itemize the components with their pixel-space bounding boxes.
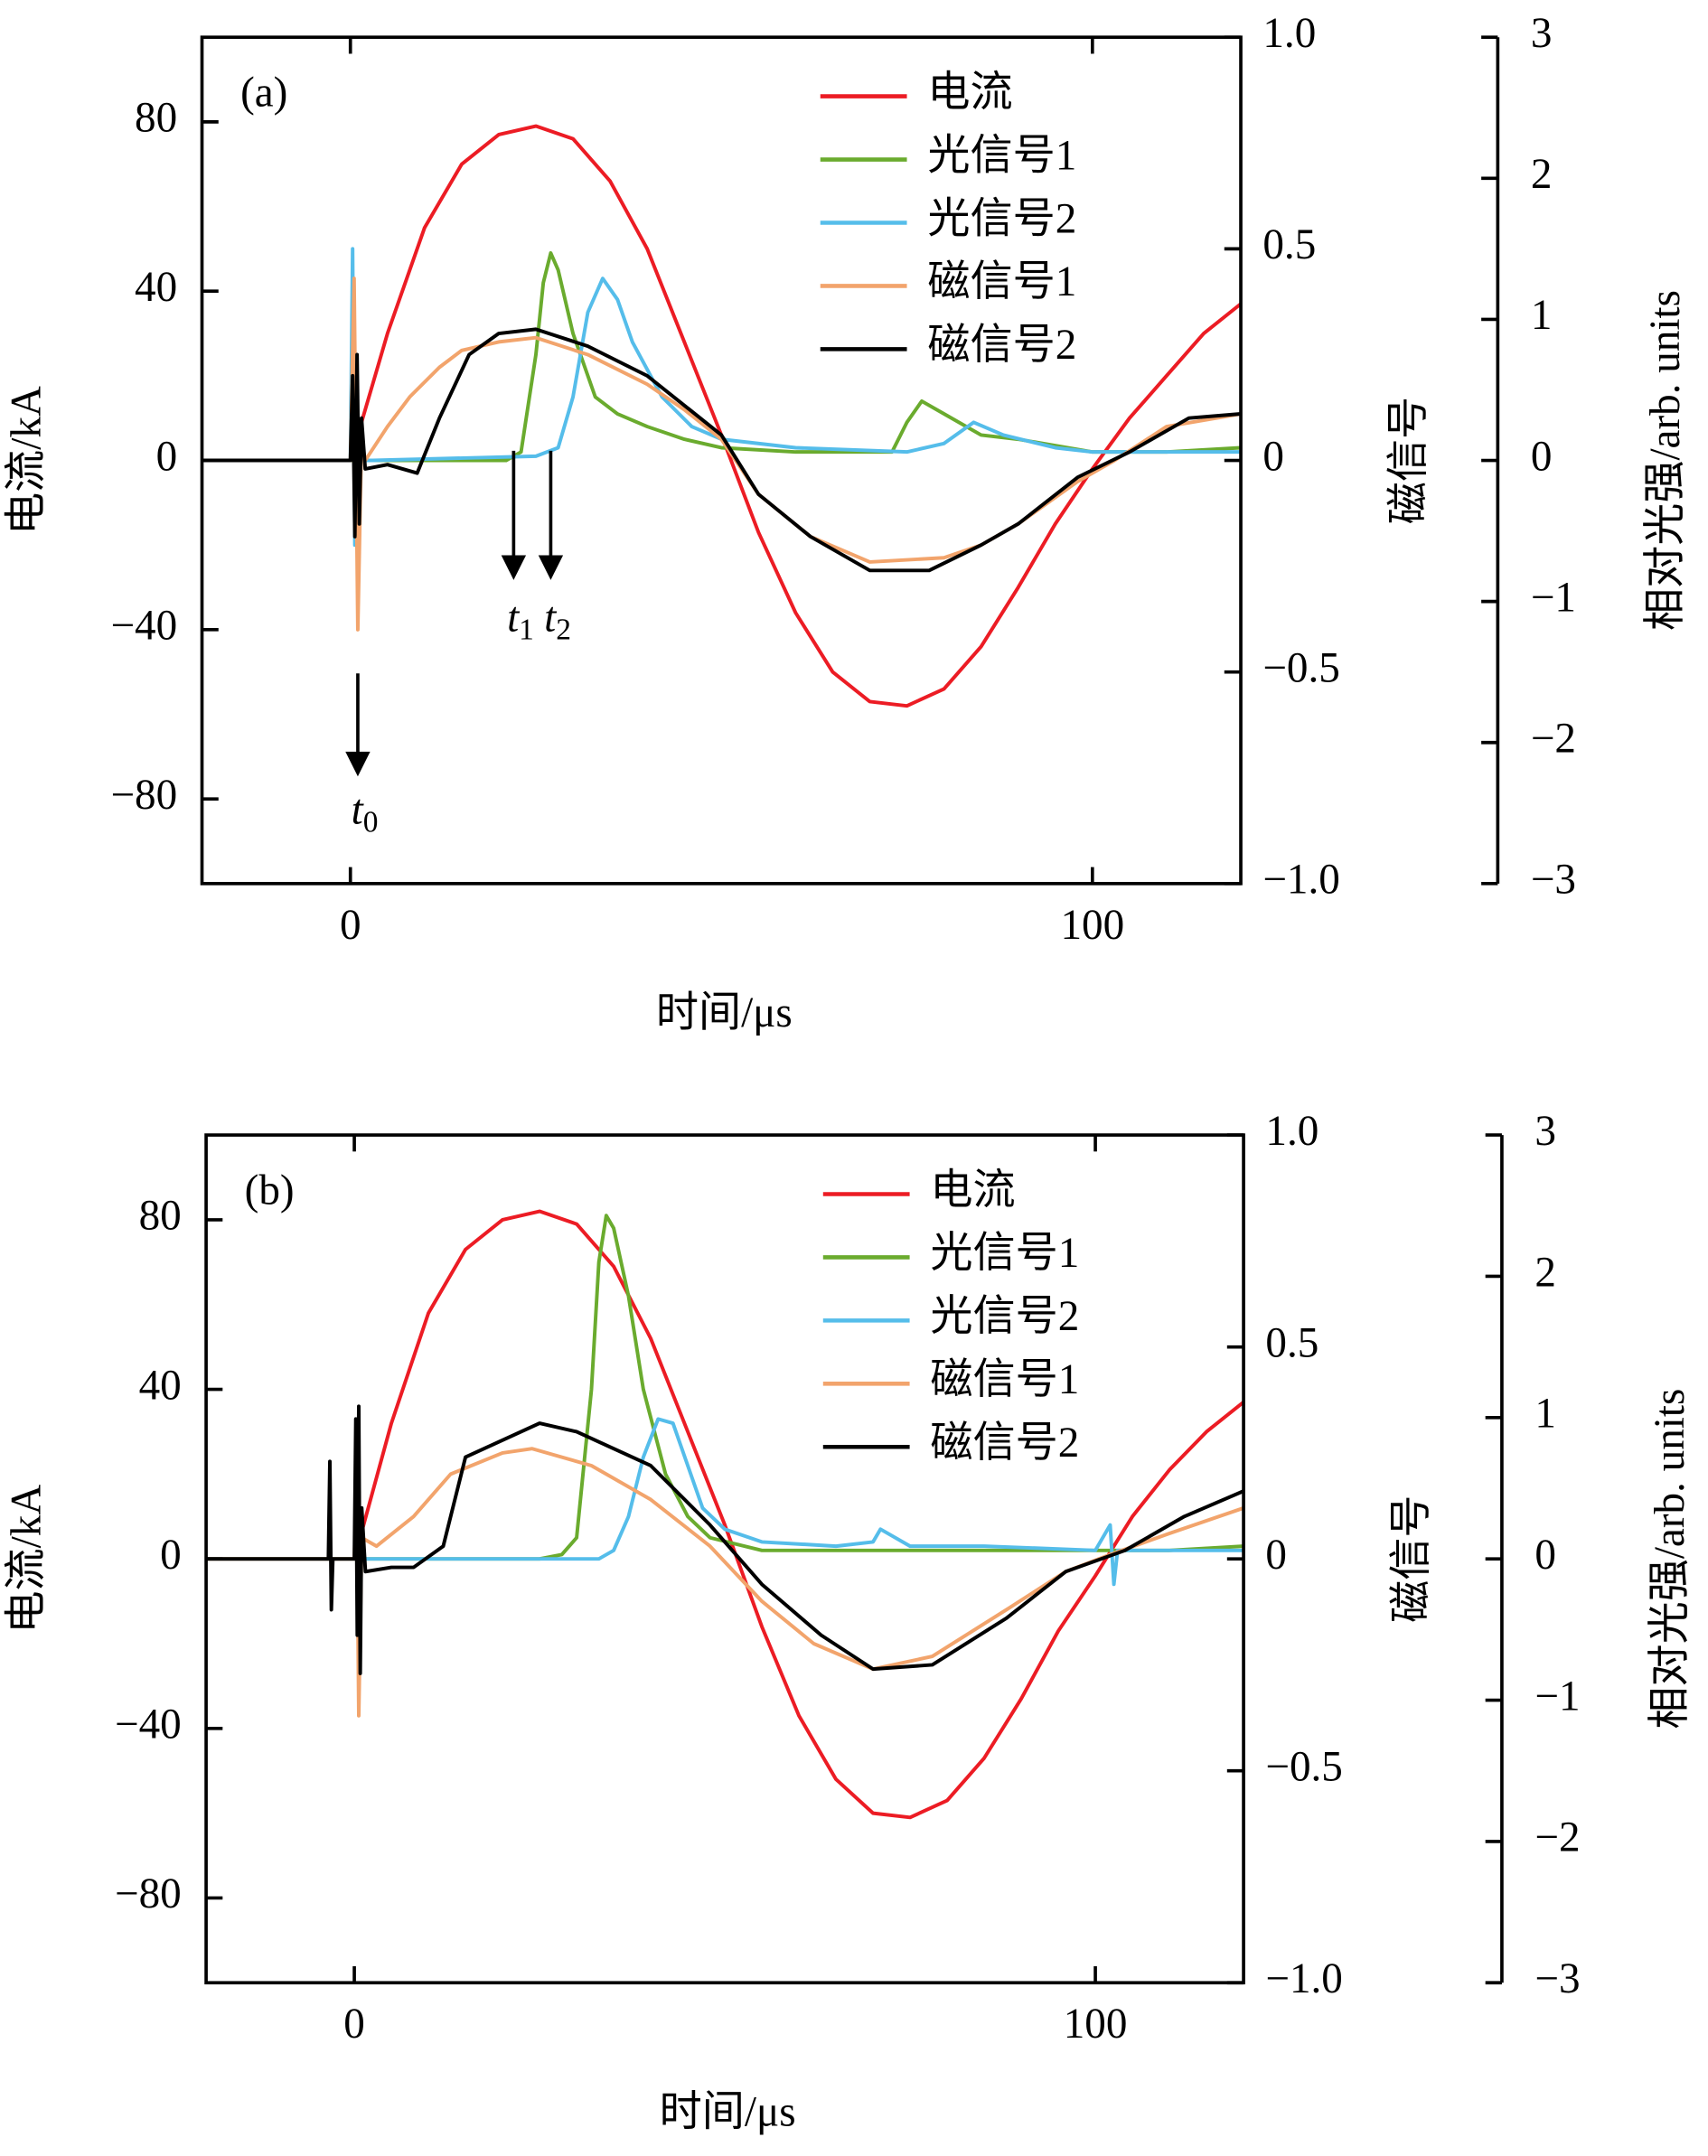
y2-tick-label: −0.5 — [1262, 645, 1339, 692]
arrow-head — [345, 751, 371, 777]
annotation-label: t1 — [507, 594, 534, 646]
y3-tick-label: 2 — [1531, 151, 1553, 198]
legend-label: 电流 — [927, 69, 1012, 116]
y3-tick-label: 3 — [1531, 10, 1553, 57]
y-tick-label: −40 — [110, 603, 177, 650]
y3-tick-label: 0 — [1534, 1532, 1556, 1579]
y3-tick-label: 0 — [1531, 433, 1553, 480]
y2-axis-label: 磁信号 — [1385, 397, 1432, 524]
y-tick-label: 80 — [139, 1193, 182, 1240]
annotation-label: t2 — [544, 594, 571, 646]
y3-tick-label: −1 — [1531, 574, 1576, 621]
series-line — [202, 251, 1242, 463]
series-line — [206, 1214, 1244, 1561]
legend-label: 磁信号2 — [927, 322, 1076, 369]
y-tick-label: 0 — [160, 1532, 182, 1579]
series-line — [202, 327, 1242, 573]
y-tick-label: 80 — [135, 95, 177, 142]
y-axis-label: 电流/kA — [3, 386, 50, 535]
legend-label: 光信号2 — [930, 1293, 1079, 1340]
y3-tick-label: −2 — [1531, 716, 1576, 763]
y-tick-label: 40 — [135, 264, 177, 311]
y3-axis-label: 相对光强/arb. units — [1642, 290, 1689, 631]
legend-label: 磁信号1 — [930, 1356, 1079, 1403]
x-tick-label: 0 — [340, 902, 361, 949]
y2-tick-label: −0.5 — [1265, 1744, 1342, 1791]
series-line — [206, 1417, 1244, 1587]
legend-label: 光信号2 — [927, 195, 1076, 242]
x-tick-label: 100 — [1064, 2001, 1128, 2048]
y2-tick-label: 1.0 — [1265, 1108, 1319, 1155]
y-tick-label: −80 — [115, 1870, 182, 1917]
annotation-subscript: 1 — [519, 613, 534, 646]
y-tick-label: 40 — [139, 1362, 182, 1409]
annotation-text: t — [352, 786, 365, 833]
x-tick-label: 100 — [1060, 902, 1124, 949]
y3-tick-label: 1 — [1534, 1391, 1556, 1438]
arrow-head — [538, 555, 564, 580]
y-tick-label: −40 — [115, 1701, 182, 1748]
arrow-head — [501, 555, 527, 580]
y2-tick-label: 1.0 — [1262, 10, 1316, 57]
annotation-text: t — [507, 594, 521, 641]
annotation-subscript: 2 — [556, 613, 571, 646]
y3-tick-label: −2 — [1534, 1814, 1580, 1861]
y2-axis-label: 磁信号 — [1388, 1495, 1435, 1622]
y2-tick-label: −1.0 — [1265, 1955, 1342, 2002]
annotation-label: t0 — [352, 786, 379, 839]
y-tick-label: 0 — [156, 433, 178, 480]
panel-label: (b) — [245, 1167, 295, 1214]
y3-tick-label: −3 — [1534, 1955, 1580, 2002]
y2-tick-label: 0 — [1262, 433, 1284, 480]
y3-tick-label: −1 — [1534, 1673, 1580, 1720]
y3-tick-label: 3 — [1534, 1108, 1556, 1155]
series-line — [206, 1209, 1244, 1820]
x-axis-label: 时间/μs — [656, 989, 793, 1036]
y2-tick-label: 0.5 — [1262, 221, 1316, 268]
legend-label: 光信号1 — [927, 132, 1076, 179]
y2-tick-label: 0.5 — [1265, 1319, 1319, 1366]
y3-tick-label: 1 — [1531, 292, 1553, 339]
legend-label: 磁信号1 — [927, 258, 1076, 305]
y2-tick-label: −1.0 — [1262, 857, 1339, 904]
y-axis-label: 电流/kA — [3, 1485, 50, 1634]
y2-tick-label: 0 — [1265, 1532, 1287, 1579]
legend-label: 磁信号2 — [930, 1420, 1079, 1467]
y-tick-label: −80 — [110, 772, 177, 819]
y3-tick-label: 2 — [1534, 1249, 1556, 1296]
series-line — [206, 1404, 1244, 1675]
y3-axis-label: 相对光强/arb. units — [1647, 1389, 1694, 1729]
y3-tick-label: −3 — [1531, 857, 1576, 904]
annotation-subscript: 0 — [363, 805, 379, 839]
legend-label: 光信号1 — [930, 1230, 1079, 1277]
legend-label: 电流 — [930, 1167, 1015, 1214]
panel-label: (a) — [240, 69, 287, 116]
x-tick-label: 0 — [343, 2001, 365, 2048]
x-axis-label: 时间/μs — [660, 2089, 796, 2136]
annotation-text: t — [544, 594, 558, 641]
